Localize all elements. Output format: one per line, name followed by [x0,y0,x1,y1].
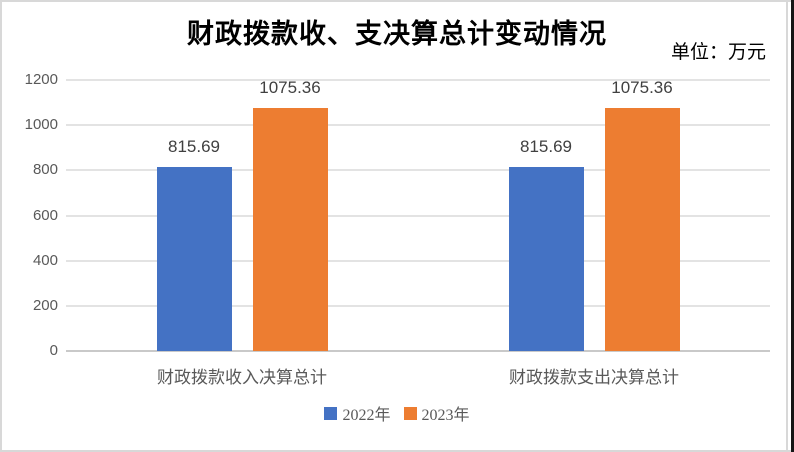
unit-label: 单位：万元 [670,42,766,63]
y-gridline [66,214,770,217]
chart-title: 财政拨款收、支决算总计变动情况 [187,19,607,49]
legend: 2022年 2023年 [0,401,794,425]
y-gridline [66,169,770,172]
y-gridline [66,304,770,307]
bar-series2-cat2 [604,108,680,351]
y-gridline [66,79,770,81]
category-label-2: 财政拨款支出决算总计 [509,368,679,387]
y-gridline [66,259,770,262]
bar-series1-cat1 [156,166,232,351]
legend-item-2: 2023年 [403,401,470,425]
legend-label: 2022年 [342,407,391,424]
y-tick-label: 400 [32,251,58,269]
data-label-series1-cat2: 815.69 [520,136,572,156]
legend-label: 2023年 [421,407,470,424]
legend-swatch-icon [324,406,338,420]
y-tick-label: 200 [32,296,58,314]
y-gridline [66,124,770,127]
legend-item-1: 2022年 [324,401,391,425]
x-axis-line [66,350,770,352]
table-cell-border-line [791,0,794,452]
data-label-series2-cat2: 1075.36 [611,78,673,98]
y-tick-label: 1200 [24,71,58,88]
legend-swatch-icon [403,406,417,420]
figure-right-gray-border [786,0,788,452]
y-tick-label: 0 [49,342,58,359]
bar-series1-cat2 [508,166,584,351]
bar-series2-cat1 [252,108,328,351]
data-label-series1-cat1: 815.69 [168,136,220,156]
y-tick-label: 800 [32,161,58,179]
y-tick-label: 600 [32,206,58,224]
y-tick-label: 1000 [24,116,58,134]
data-label-series2-cat1: 1075.36 [259,78,321,98]
category-label-1: 财政拨款收入决算总计 [157,368,327,387]
